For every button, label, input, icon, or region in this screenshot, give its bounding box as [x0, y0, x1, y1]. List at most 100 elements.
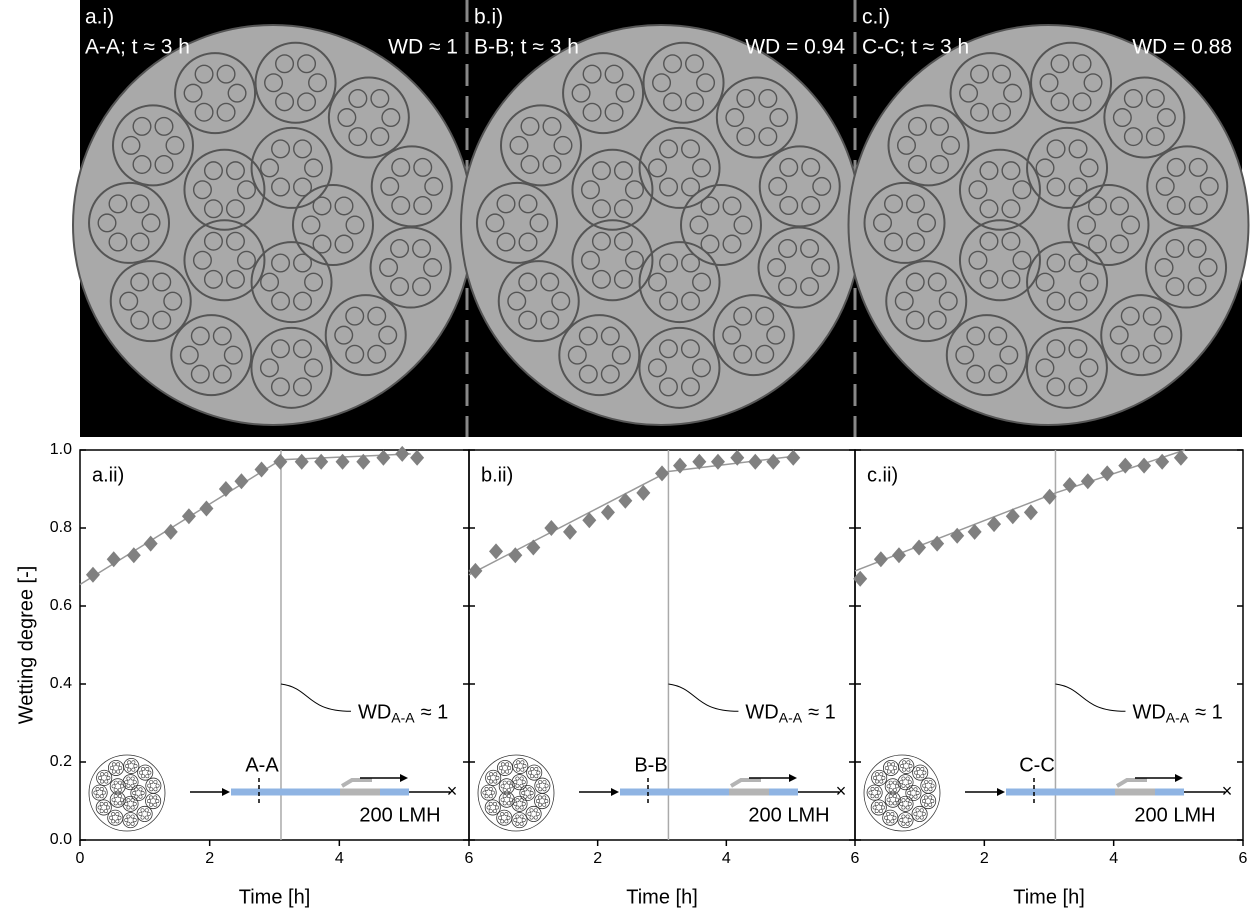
fiber [153, 802, 158, 807]
data-point [254, 461, 269, 478]
fiber [922, 783, 927, 788]
fiber [500, 769, 505, 774]
fiber [133, 764, 138, 768]
data-point [335, 453, 350, 470]
fiber [992, 102, 1012, 122]
fiber-bundle [882, 809, 899, 826]
data-point [126, 547, 141, 564]
fiber [203, 231, 223, 251]
fiber [916, 767, 921, 771]
fiber [901, 814, 906, 819]
annotation: WDA-A ≈ 1 [745, 702, 835, 725]
fiber [540, 310, 560, 330]
fiber [659, 177, 679, 197]
fiber-bundle [476, 181, 559, 264]
fiber [380, 176, 400, 196]
data-point [376, 449, 391, 466]
fiber [884, 232, 904, 252]
fiber [538, 795, 543, 800]
fiber [538, 780, 543, 785]
fiber [800, 239, 820, 259]
fiber [521, 780, 526, 785]
fiber [551, 291, 571, 311]
fiber [1120, 344, 1140, 364]
fit-line [79, 453, 411, 586]
data-point [1155, 453, 1170, 470]
fiber [515, 798, 520, 803]
fiber-bundle [292, 184, 374, 266]
fiber [1068, 253, 1088, 273]
fiber [600, 326, 620, 346]
fiber-bundle [897, 795, 914, 812]
fiber [520, 767, 525, 772]
data-point [1173, 449, 1188, 466]
fiber [542, 154, 562, 174]
fiber [236, 250, 256, 270]
fiber [293, 139, 313, 159]
fiber [1001, 231, 1021, 251]
fiber [909, 787, 914, 792]
fiber [1155, 176, 1175, 196]
fiber [1072, 54, 1092, 74]
fiber [1050, 92, 1070, 112]
flow-arrowhead [1175, 774, 1183, 782]
x-tick-label: 2 [205, 850, 214, 867]
fiber [484, 787, 489, 791]
fiber [130, 805, 135, 810]
fiber [591, 269, 611, 289]
fiber [103, 809, 108, 814]
data-point [1005, 508, 1020, 525]
fiber [225, 161, 245, 181]
annotation: WDA-A ≈ 1 [1132, 702, 1222, 725]
fiber [886, 784, 891, 789]
data-point [1100, 465, 1115, 482]
x-axis-label: Time [h] [239, 886, 311, 908]
fiber [542, 787, 547, 792]
fiber [1154, 258, 1174, 278]
fiber [132, 116, 152, 136]
fiber [520, 116, 540, 136]
fiber [722, 234, 742, 254]
fiber [118, 765, 123, 770]
fiber [381, 108, 401, 128]
fiber [502, 780, 507, 785]
fiber [104, 779, 109, 784]
fiber [131, 767, 136, 772]
fiber [894, 291, 914, 311]
fiber [1156, 108, 1176, 128]
fiber-bundle [95, 799, 112, 816]
fiber [1109, 325, 1129, 345]
fiber [928, 780, 933, 785]
fiber [567, 345, 587, 365]
fiber [95, 794, 100, 799]
fiber [604, 102, 624, 122]
fiber [482, 790, 487, 795]
fiber [138, 811, 143, 816]
image-wd: WD = 0.94 [745, 36, 845, 59]
fiber-bundle [1030, 41, 1113, 124]
fiber-bundle [562, 52, 645, 135]
fiber [154, 116, 174, 136]
fiber [516, 767, 521, 772]
fiber [391, 157, 411, 177]
fiber-bundle [898, 757, 915, 774]
fiber [304, 272, 324, 292]
fiber [527, 811, 532, 816]
fiber [955, 345, 975, 365]
fiber [659, 139, 679, 159]
fiber [930, 799, 935, 804]
fiber [518, 310, 538, 330]
fiber-bundle [250, 126, 333, 209]
fiber [507, 291, 527, 311]
fiber [920, 767, 925, 771]
image-label: a.i) [85, 6, 114, 29]
fiber [99, 801, 104, 806]
fiber [924, 780, 929, 785]
fiber [881, 775, 886, 780]
outlet-x: × [836, 781, 847, 801]
fiber [914, 770, 918, 775]
fiber [486, 805, 491, 810]
fiber [203, 199, 223, 219]
fiber-bundle [519, 785, 536, 802]
data-point [356, 453, 371, 470]
